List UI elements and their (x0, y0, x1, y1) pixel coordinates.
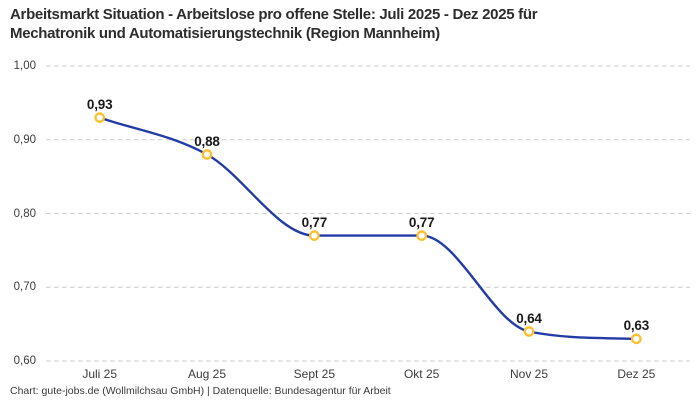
line-series (99, 116, 637, 341)
y-axis-tick-label: 1,00 (13, 60, 36, 72)
y-axis-tick-label: 0,80 (13, 207, 36, 220)
y-axis-tick-label: 0,70 (13, 281, 36, 294)
data-point-label: 0,77 (301, 214, 328, 230)
chart-title: Arbeitsmarkt Situation - Arbeitslose pro… (10, 5, 538, 43)
data-point-marker[interactable] (94, 112, 106, 123)
y-axis-tick-label: 0,90 (13, 133, 36, 146)
x-axis-tick-label: Okt 25 (403, 367, 440, 381)
x-axis-tick-label: Nov 25 (509, 367, 549, 381)
data-point-marker[interactable] (308, 230, 320, 241)
data-point-label: 0,93 (86, 96, 113, 112)
chart-title-line2: Mechatronik und Automatisierungstechnik … (10, 25, 440, 42)
data-point-marker[interactable] (416, 230, 428, 241)
data-point-marker[interactable] (201, 149, 213, 160)
chart-credit: Chart: gute-jobs.de (Wollmilchsau GmbH) … (10, 385, 391, 397)
data-point-label: 0,88 (194, 133, 220, 149)
data-point-label: 0,64 (516, 310, 542, 326)
chart-title-line1: Arbeitsmarkt Situation - Arbeitslose pro… (10, 6, 538, 23)
data-point-label: 0,63 (623, 317, 650, 333)
x-axis-tick-label: Juli 25 (82, 367, 117, 381)
y-axis-tick-label: 0,60 (13, 355, 36, 367)
x-axis-tick-label: Aug 25 (187, 367, 227, 381)
data-point-marker[interactable] (523, 326, 535, 337)
data-point-marker[interactable] (630, 333, 642, 345)
data-point-label: 0,77 (408, 214, 435, 230)
x-axis-tick-label: Sept 25 (293, 367, 336, 381)
x-axis-tick-label: Dez 25 (617, 367, 656, 381)
